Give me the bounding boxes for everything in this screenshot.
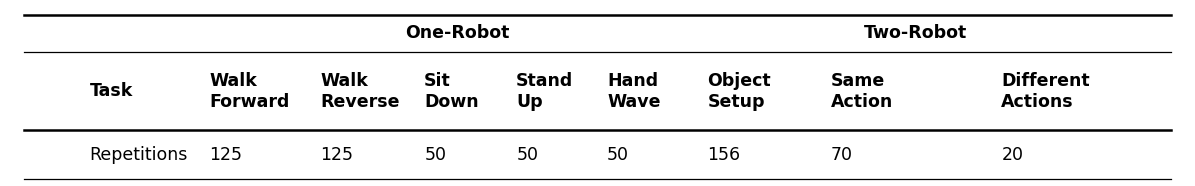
- Text: Two-Robot: Two-Robot: [864, 25, 967, 42]
- Text: 125: 125: [209, 146, 243, 164]
- Text: Repetitions: Repetitions: [90, 146, 188, 164]
- Text: 50: 50: [607, 146, 629, 164]
- Text: Object
Setup: Object Setup: [707, 72, 771, 110]
- Text: 70: 70: [831, 146, 852, 164]
- Text: Stand
Up: Stand Up: [516, 72, 574, 110]
- Text: One-Robot: One-Robot: [405, 25, 510, 42]
- Text: Walk
Forward: Walk Forward: [209, 72, 289, 110]
- Text: 125: 125: [320, 146, 354, 164]
- Text: 20: 20: [1001, 146, 1023, 164]
- Text: 156: 156: [707, 146, 741, 164]
- Text: 50: 50: [424, 146, 446, 164]
- Text: Task: Task: [90, 82, 133, 100]
- Text: Walk
Reverse: Walk Reverse: [320, 72, 400, 110]
- Text: Sit
Down: Sit Down: [424, 72, 479, 110]
- Text: 50: 50: [516, 146, 538, 164]
- Text: Different
Actions: Different Actions: [1001, 72, 1090, 110]
- Text: Same
Action: Same Action: [831, 72, 893, 110]
- Text: Hand
Wave: Hand Wave: [607, 72, 661, 110]
